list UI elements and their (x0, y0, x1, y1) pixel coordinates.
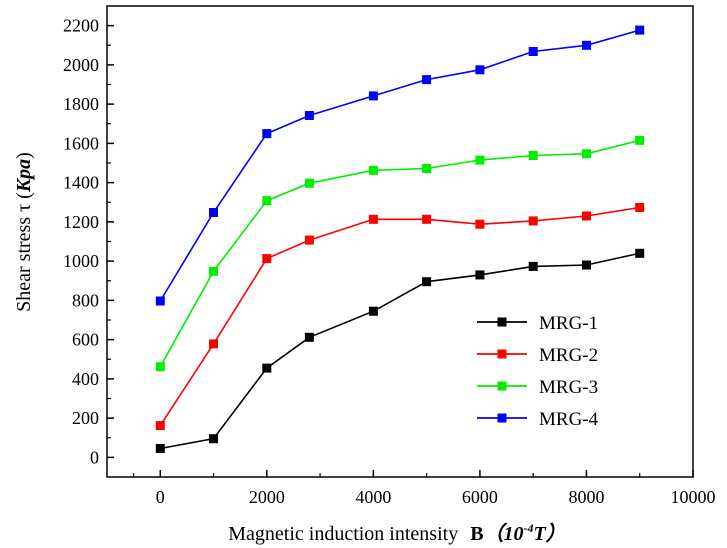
x-tick-label: 8000 (568, 487, 604, 507)
data-point (475, 155, 485, 165)
data-point (304, 178, 314, 188)
data-point (262, 363, 272, 373)
series-line-mrg-3 (159, 139, 640, 368)
y-tick-label: 400 (72, 369, 99, 389)
x-tick-label: 4000 (355, 487, 391, 507)
y-axis: 0 200 400 600 800 1000 1200 1400 1600 1800 2000 220… (63, 16, 114, 467)
series-line-mrg-1 (160, 252, 640, 450)
data-point (475, 219, 485, 229)
series-layer (155, 25, 645, 453)
data-point (262, 129, 272, 139)
data-point (209, 266, 218, 276)
data-point (155, 362, 165, 372)
data-point (209, 208, 218, 217)
data-point (528, 216, 538, 226)
data-point (528, 261, 538, 271)
series-mrg-4 (155, 25, 645, 306)
y-tick-label: 1200 (63, 212, 99, 232)
x-tick-label: 10000 (671, 487, 716, 507)
y-tick-label: 600 (72, 330, 99, 350)
data-point (635, 248, 645, 258)
y-tick-label: 2200 (63, 16, 99, 36)
series-mrg-3 (155, 135, 645, 372)
data-point (582, 211, 591, 221)
data-point (635, 135, 645, 145)
data-point (368, 306, 378, 316)
series-mrg-2 (155, 203, 645, 431)
y-tick-label: 1400 (63, 173, 99, 193)
data-point (582, 40, 591, 50)
data-point (155, 421, 165, 431)
y-tick-label: 200 (72, 408, 99, 428)
y-tick-label: 1600 (63, 133, 99, 153)
series-line-mrg-4 (159, 29, 640, 302)
legend-item: MRG-2 (477, 345, 598, 366)
legend-item: MRG-1 (477, 313, 598, 334)
y-tick-label: 0 (90, 447, 99, 467)
legend-label: MRG-4 (539, 409, 599, 430)
data-point (422, 214, 432, 224)
data-point (368, 91, 378, 101)
legend-item: MRG-4 (477, 409, 599, 430)
x-axis-title: Magnetic induction intensity B（10-4T） (228, 521, 566, 545)
legend: MRG-1 MRG-2 MRG-3 MRG-4 (477, 313, 599, 430)
legend-label: MRG-2 (539, 345, 598, 366)
data-point (262, 196, 272, 206)
data-point (262, 254, 272, 264)
x-tick-label: 0 (156, 487, 165, 507)
x-axis: 0 2000 4000 6000 8000 10000 (133, 470, 716, 507)
data-point (635, 203, 645, 212)
data-point (155, 296, 165, 306)
data-point (422, 277, 432, 287)
y-axis-title: Shear stress τ (Kpa) (13, 152, 35, 312)
data-point (304, 111, 314, 120)
data-point (475, 65, 485, 75)
data-point (422, 164, 432, 173)
data-point (475, 270, 485, 280)
plot-border (106, 5, 694, 478)
legend-marker (497, 413, 507, 423)
data-point (368, 214, 378, 224)
y-tick-label: 800 (72, 290, 99, 310)
y-tick-label: 1800 (63, 94, 99, 114)
x-tick-label: 2000 (249, 487, 285, 507)
data-point (528, 47, 538, 56)
y-tick-label: 2000 (63, 55, 99, 75)
legend-marker (497, 381, 507, 391)
data-point (368, 165, 378, 175)
series-line-mrg-2 (159, 206, 640, 427)
data-point (528, 151, 538, 160)
legend-marker (497, 349, 507, 359)
data-point (582, 260, 591, 270)
legend-item: MRG-3 (477, 377, 598, 398)
legend-label: MRG-3 (539, 377, 598, 398)
data-point (304, 235, 314, 245)
data-point (209, 339, 218, 349)
data-point (304, 332, 314, 342)
data-point (209, 434, 218, 444)
y-tick-label: 1000 (63, 251, 99, 271)
legend-label: MRG-1 (539, 313, 598, 334)
plot-frame (106, 5, 694, 478)
series-mrg-1 (155, 248, 645, 453)
data-point (582, 149, 591, 159)
legend-marker (497, 317, 507, 327)
data-point (635, 25, 645, 35)
data-point (422, 75, 432, 85)
data-point (155, 444, 165, 453)
x-tick-label: 6000 (462, 487, 498, 507)
